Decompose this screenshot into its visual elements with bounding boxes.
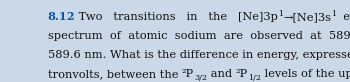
Text: tronvolts, between the: tronvolts, between the	[48, 69, 182, 79]
Text: 1/2: 1/2	[248, 74, 261, 82]
Text: 1: 1	[331, 10, 336, 18]
Text: 8.12: 8.12	[48, 11, 75, 22]
Text: Two   transitions   in   the   [Ne]3p: Two transitions in the [Ne]3p	[75, 12, 278, 22]
Text: 3/2: 3/2	[194, 74, 207, 82]
Text: spectrum  of  atomic  sodium  are  observed  at  589.0  nm  and: spectrum of atomic sodium are observed a…	[48, 31, 350, 41]
Text: 1: 1	[278, 10, 284, 18]
Text: 589.6 nm. What is the difference in energy, expressed in elec-: 589.6 nm. What is the difference in ener…	[48, 50, 350, 60]
Text: ²P: ²P	[236, 69, 248, 79]
Text: emission: emission	[336, 12, 350, 22]
Text: →[Ne]3s: →[Ne]3s	[284, 12, 331, 22]
Text: levels of the upper term?: levels of the upper term?	[261, 69, 350, 79]
Text: ²P: ²P	[182, 69, 194, 79]
Text: and: and	[207, 69, 236, 79]
